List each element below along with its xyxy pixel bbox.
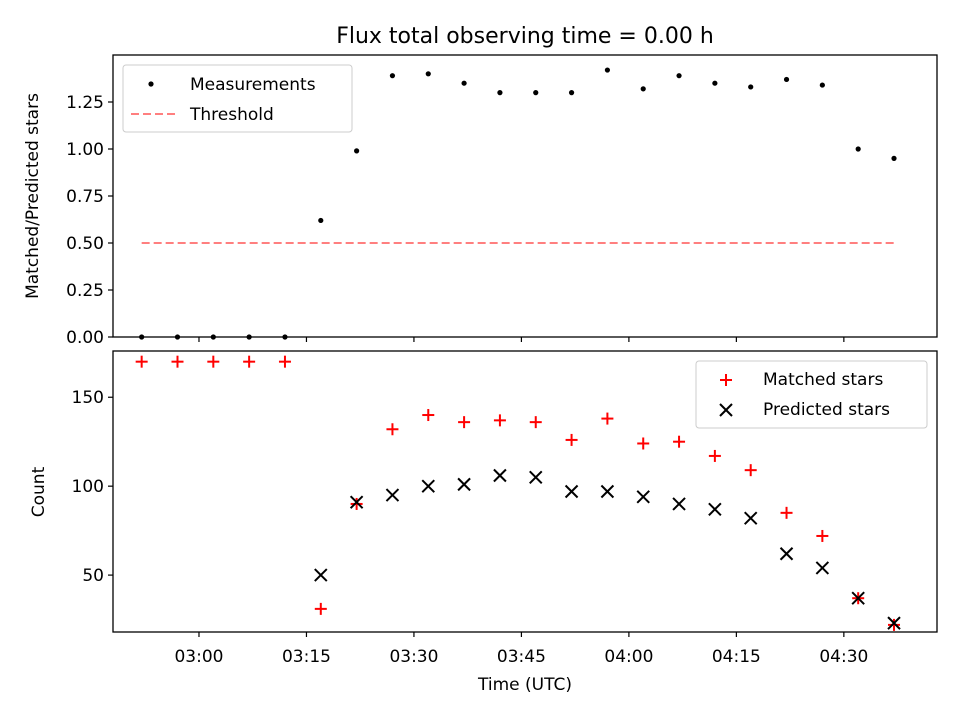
bottom-legend-box (695, 360, 928, 429)
bottom-plot-area: 50 100 150 03:00 03:15 03:30 03:45 04:00 04:15 04… (72, 355, 901, 667)
matched-star-point (386, 423, 399, 436)
top-y-tick-label: 0.75 (66, 187, 104, 207)
predicted-star-point (529, 470, 543, 484)
predicted-star-point (421, 479, 435, 493)
top-y-tick-label: 1.00 (66, 140, 104, 160)
predicted-star-point (457, 477, 471, 492)
bottom-legend: Matched stars Predicted stars (695, 360, 928, 429)
matched-star-point (637, 437, 650, 450)
bottom-x-tick-label: 04:00 (604, 647, 653, 667)
legend-matched-marker (720, 374, 732, 386)
measurement-point (748, 84, 754, 90)
bottom-x-tick-label: 03:45 (497, 647, 546, 667)
predicted-star-point (851, 591, 865, 605)
matched-star-point (888, 618, 901, 631)
top-legend-box (122, 64, 353, 133)
bottom-y-tick-label: 50 (82, 566, 104, 586)
measurement-point (461, 80, 467, 86)
predicted-star-point (600, 484, 615, 499)
measurement-point (783, 76, 790, 83)
measurement-point (389, 73, 396, 79)
matched-star-point (565, 433, 578, 446)
bottom-x-tick-label: 03:30 (389, 647, 438, 667)
predicted-star-point (887, 616, 901, 630)
legend-measurements-label: Measurements (190, 75, 316, 95)
legend-predicted-label: Predicted stars (763, 400, 890, 420)
legend-matched-label: Matched stars (763, 370, 883, 390)
matched-star-point (780, 506, 793, 519)
predicted-star-point (349, 495, 364, 509)
top-panel: Flux total observing time = 0.00 h Match… (23, 24, 938, 348)
top-axes-frame (112, 54, 938, 338)
measurement-point (318, 217, 324, 224)
matched-star-point (816, 529, 829, 542)
measurement-point (640, 86, 646, 92)
matched-star-point (350, 497, 363, 510)
matched-star-point (708, 449, 721, 462)
matched-star-point (601, 412, 614, 425)
measurement-point (354, 148, 360, 154)
bottom-x-axis-label: Time (UTC) (477, 675, 572, 695)
top-y-tick-label: 0.50 (66, 234, 104, 254)
measurement-point (855, 146, 861, 152)
matched-star-point (744, 464, 757, 477)
matched-star-point (243, 355, 256, 368)
top-y-axis-label: Matched/Predicted stars (23, 93, 43, 299)
bottom-x-tick-label: 03:15 (282, 647, 331, 667)
matched-star-point (278, 355, 291, 368)
bottom-x-tick-label: 04:15 (712, 647, 761, 667)
predicted-star-point (636, 490, 650, 504)
matched-star-point (314, 602, 327, 615)
bottom-x-tick-label: 04:30 (819, 647, 868, 667)
measurement-point (497, 90, 503, 96)
bottom-axes-frame (112, 350, 938, 633)
predicted-star-point (385, 488, 400, 502)
top-y-tick-label: 0.25 (66, 281, 104, 301)
measurement-point (533, 90, 539, 96)
legend-predicted-marker (719, 403, 733, 417)
legend-measurements-marker (148, 81, 154, 87)
bottom-y-axis-label: Count (29, 466, 49, 517)
matched-star-point (458, 416, 471, 429)
top-y-tick-label: 1.25 (66, 93, 104, 113)
predicted-star-point (708, 502, 722, 516)
legend-threshold-label: Threshold (189, 105, 274, 125)
predicted-star-point (314, 568, 328, 582)
top-chart-title: Flux total observing time = 0.00 h (336, 24, 714, 49)
top-legend: Measurements Threshold (122, 64, 353, 133)
predicted-star-point (564, 484, 579, 499)
measurement-point (712, 80, 718, 86)
predicted-star-point (743, 511, 758, 525)
predicted-star-point (672, 497, 686, 511)
top-plot-area: 0.00 0.25 0.50 0.75 1.00 1.25 (66, 67, 897, 348)
measurement-point (568, 90, 575, 96)
measurement-point (891, 155, 897, 161)
predicted-star-point (815, 561, 830, 575)
predicted-star-point (779, 547, 794, 561)
matched-star-point (493, 414, 506, 427)
matched-star-point (135, 355, 148, 368)
bottom-x-tick-label: 03:00 (174, 647, 223, 667)
matched-star-point (422, 409, 435, 422)
measurement-point (604, 67, 611, 73)
top-y-tick-label: 0.00 (66, 328, 104, 348)
matched-star-point (673, 435, 686, 448)
predicted-star-point (493, 468, 507, 483)
bottom-panel: Count Time (UTC) 50 100 150 03:00 03:15 03:30… (29, 350, 938, 695)
measurement-point (425, 71, 431, 77)
bottom-y-tick-label: 150 (72, 388, 104, 408)
matched-star-point (171, 355, 184, 368)
matched-star-point (529, 416, 542, 429)
matched-star-point (207, 355, 220, 368)
measurement-point (819, 82, 825, 88)
bottom-y-tick-label: 100 (72, 477, 104, 497)
measurement-point (676, 73, 682, 79)
